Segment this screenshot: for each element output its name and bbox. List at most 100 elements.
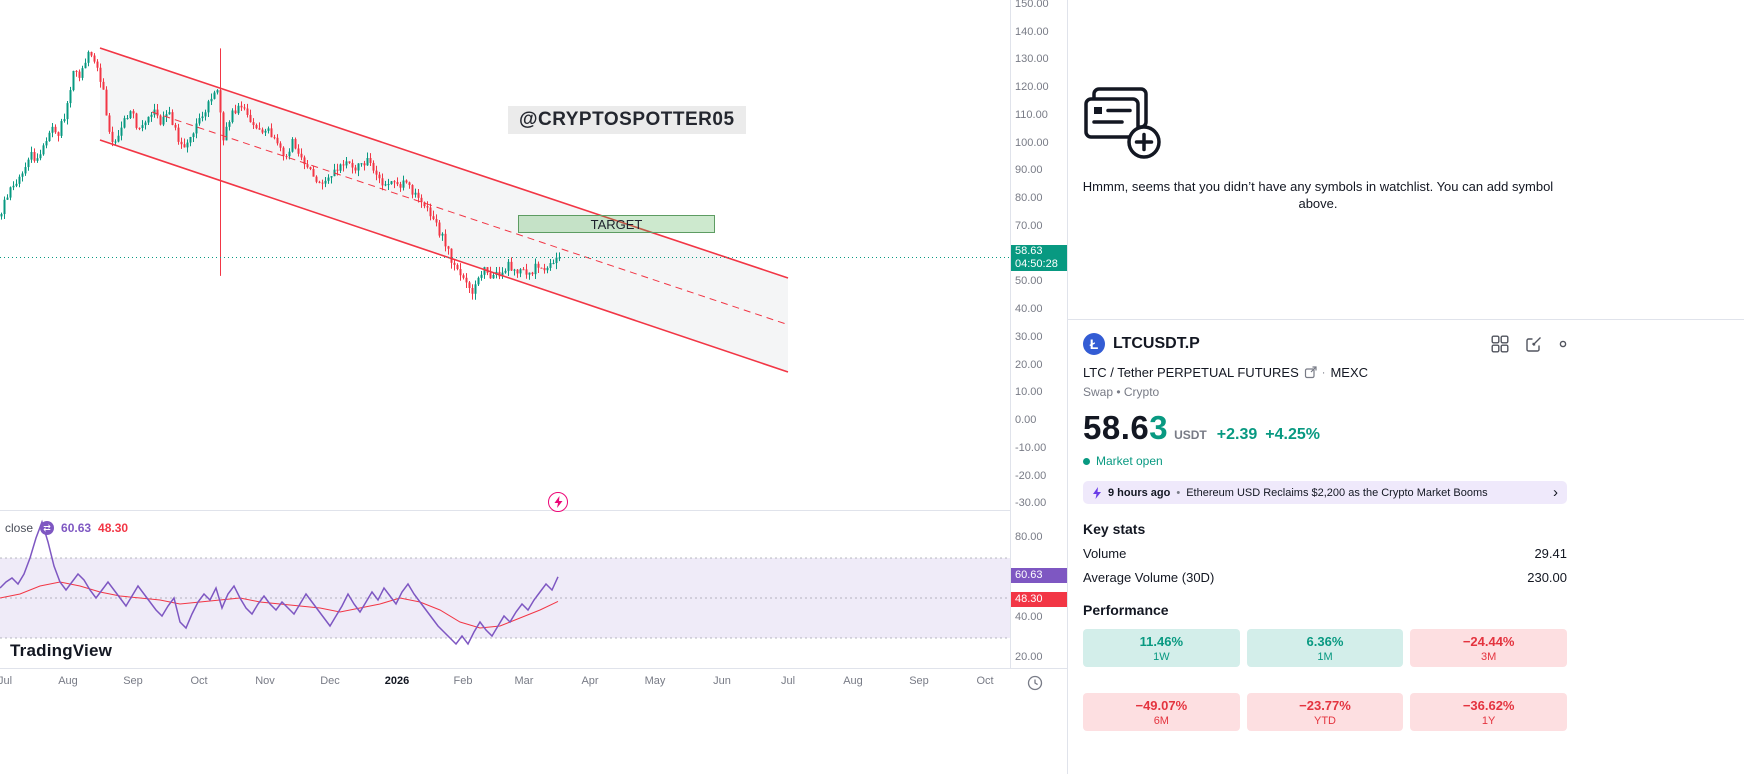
candle-body	[276, 137, 279, 144]
grid-layout-icon[interactable]	[1491, 335, 1509, 353]
candle-body	[363, 163, 366, 166]
candle-body	[537, 263, 540, 268]
candle-body	[57, 132, 60, 136]
candle-body	[201, 116, 204, 119]
watermark: @CRYPTOSPOTTER05	[508, 106, 746, 134]
candle-body	[108, 115, 111, 132]
time-label[interactable]: Oct	[190, 675, 208, 687]
candle-body	[219, 90, 222, 113]
price-scale[interactable]: 150.00 140.00 130.00 120.00 110.00 100.00 90.0…	[1010, 0, 1067, 668]
candle-body	[432, 216, 435, 220]
candle-body	[555, 257, 558, 264]
time-label[interactable]: May	[644, 675, 666, 687]
candle-body	[189, 137, 192, 143]
candle-body	[72, 70, 75, 91]
external-link-icon[interactable]	[1304, 366, 1317, 379]
chevron-right-icon[interactable]: ›	[1553, 484, 1558, 501]
more-icon[interactable]	[1559, 340, 1567, 348]
candle-body	[546, 267, 549, 271]
candle-body	[24, 167, 27, 174]
time-label[interactable]: Aug	[58, 675, 78, 687]
time-label[interactable]: Apr	[581, 675, 599, 687]
performance-label: 1M	[1317, 650, 1333, 663]
candle-body	[348, 161, 351, 163]
panel-divider	[1067, 0, 1068, 774]
candle-body	[207, 101, 210, 113]
symbol-currency: USDT	[1174, 428, 1207, 442]
time-label[interactable]: Nov	[255, 675, 275, 687]
symbol-ticker[interactable]: LTCUSDT.P	[1113, 335, 1200, 352]
indicator-tick: 80.00	[1015, 531, 1043, 543]
time-label[interactable]: Sep	[909, 675, 929, 687]
candle-body	[3, 199, 6, 215]
watchlist-empty-state: Hmmm, seems that you didn’t have any sym…	[1068, 0, 1744, 320]
edit-icon[interactable]	[1525, 335, 1543, 353]
time-label[interactable]: Jul	[780, 675, 796, 687]
candle-body	[501, 272, 504, 277]
time-label[interactable]: Aug	[843, 675, 863, 687]
main-chart-pane[interactable]	[0, 0, 1010, 510]
candle-body	[162, 116, 165, 125]
performance-tile: −23.77% YTD	[1246, 693, 1404, 731]
candle-body	[330, 176, 333, 178]
time-label[interactable]: 2026	[384, 675, 410, 687]
candle-body	[360, 163, 363, 165]
time-label[interactable]: Dec	[320, 675, 340, 687]
indicator-source-label: close	[5, 521, 34, 535]
channel-lower-line	[99, 139, 789, 373]
clock-glyph	[1027, 675, 1043, 691]
time-label[interactable]: Oct	[976, 675, 994, 687]
candle-body	[339, 164, 342, 171]
candle-body	[264, 130, 267, 133]
flash-icon[interactable]	[548, 492, 568, 512]
price-tick: 100.00	[1015, 136, 1049, 149]
candle-body	[411, 185, 414, 195]
indicator-logo-icon: ⇄	[40, 521, 55, 535]
tradingview-logo[interactable]: TradingView	[10, 641, 113, 660]
time-label[interactable]: Mar	[514, 675, 534, 687]
candle-body	[141, 125, 144, 129]
candle-body	[351, 162, 354, 168]
indicator-pane[interactable]	[0, 511, 1010, 668]
indicator-value-2: 48.30	[98, 521, 129, 535]
candle-body	[312, 169, 315, 177]
candle-body	[543, 268, 546, 271]
candle-body	[396, 182, 399, 185]
time-label[interactable]: Feb	[453, 675, 473, 687]
candle-body	[450, 248, 453, 263]
candle-body	[294, 139, 297, 149]
candle-body	[90, 51, 93, 56]
indicator-legend[interactable]: close ⇄ 60.63 48.30	[5, 521, 128, 535]
candle-body	[243, 107, 246, 109]
candle-body	[357, 163, 360, 171]
price-tick: 150.00	[1015, 0, 1049, 10]
time-label[interactable]: Jun	[713, 675, 731, 687]
candle-body	[375, 170, 378, 175]
symbol-exchange[interactable]: MEXC	[1330, 365, 1368, 380]
symbol-description[interactable]: LTC / Tether PERPETUAL FUTURES	[1083, 365, 1299, 380]
empty-watchlist-icon	[1084, 87, 1161, 159]
market-status-dot	[1083, 457, 1090, 465]
candle-body	[51, 126, 54, 133]
candle-body	[99, 67, 102, 82]
candle-body	[39, 154, 42, 159]
candle-body	[27, 159, 30, 168]
time-label[interactable]: Sep	[123, 675, 143, 687]
key-stat-row: Average Volume (30D) 230.00	[1083, 570, 1567, 585]
time-axis[interactable]: Jul Aug Sep Oct Nov Dec 2026 Feb Mar Apr May Jun Jul…	[0, 669, 1067, 696]
time-label[interactable]: Jul	[0, 675, 13, 687]
news-item[interactable]: 9 hours ago • Ethereum USD Reclaims $2,2…	[1083, 481, 1567, 504]
candle-body	[504, 270, 507, 273]
candle-body	[408, 182, 411, 186]
candle-body	[12, 185, 15, 188]
candle-body	[192, 133, 195, 138]
clock-icon[interactable]	[1026, 674, 1044, 692]
target-box[interactable]: TARGET	[518, 215, 715, 233]
performance-value: 6.36%	[1306, 633, 1344, 649]
pane-separator[interactable]	[0, 510, 1067, 511]
candle-body	[369, 158, 372, 163]
candle-body	[237, 105, 240, 114]
bar-countdown: 04:50:28	[1015, 258, 1058, 270]
price-tick: 0.00	[1015, 414, 1037, 427]
